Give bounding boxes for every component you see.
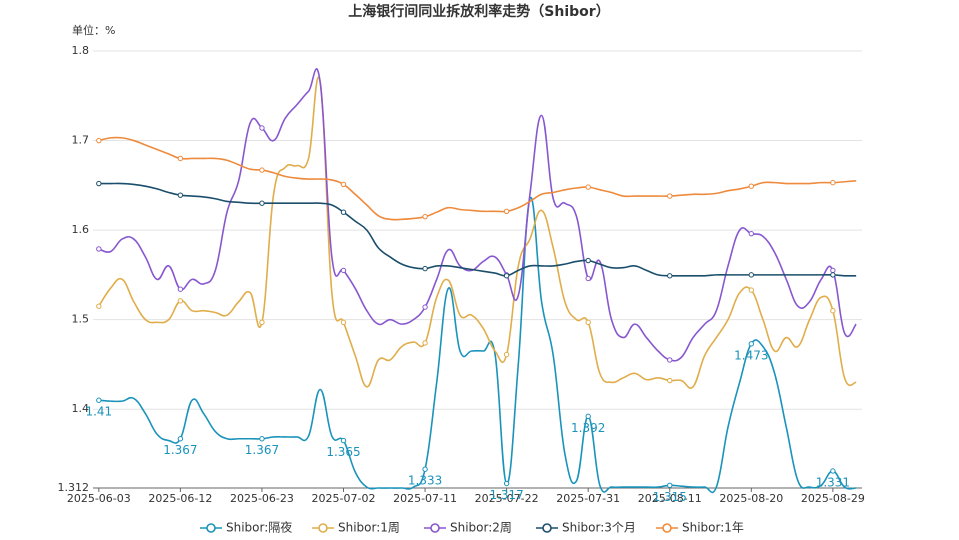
point-marker [748, 183, 755, 189]
point-marker [667, 357, 673, 363]
y-tick-label: 1.5 [72, 313, 90, 326]
x-tick-label: 2025-08-29 [801, 492, 865, 505]
y-tick-label: 1.8 [72, 44, 90, 57]
point-marker [503, 273, 510, 279]
x-tick-label: 2025-06-03 [67, 492, 131, 505]
point-marker [96, 137, 102, 144]
y-tick-label: 1.4 [72, 402, 90, 415]
series-line [98, 136, 857, 221]
point-marker [748, 341, 755, 347]
legend-icon [662, 523, 672, 533]
x-tick-label: 2025-07-11 [393, 492, 457, 505]
data-label: 1.41 [85, 405, 112, 419]
point-marker [259, 125, 265, 131]
legend-label: Shibor:2周 [450, 521, 512, 535]
point-marker [340, 209, 347, 215]
point-marker [585, 184, 591, 190]
point-marker [96, 303, 102, 309]
point-marker [259, 200, 265, 206]
x-tick-label: 2025-07-31 [556, 492, 620, 505]
point-marker [422, 466, 428, 472]
point-marker [259, 319, 265, 326]
series-line [98, 76, 857, 389]
legend-label: Shibor:3个月 [562, 521, 636, 535]
point-marker [503, 208, 510, 214]
data-label: 1.315 [653, 490, 687, 504]
point-marker [667, 193, 673, 199]
point-marker [748, 230, 755, 237]
legend-icon [430, 523, 440, 533]
point-marker [422, 340, 428, 346]
point-marker [259, 436, 265, 442]
x-tick-label: 2025-08-20 [719, 492, 783, 505]
point-marker [830, 272, 836, 278]
series-line [98, 182, 857, 277]
x-tick-label: 2025-07-22 [475, 492, 539, 505]
series-line [98, 68, 857, 362]
unit-label: 单位：% [72, 23, 115, 37]
point-marker [585, 413, 591, 420]
point-marker [830, 468, 836, 474]
point-marker [748, 287, 755, 293]
data-label: 1.331 [816, 475, 850, 489]
data-label: 1.333 [408, 474, 442, 488]
y-tick-label: 1.7 [72, 134, 90, 147]
point-marker [830, 179, 836, 186]
legend-label: Shibor:隔夜 [226, 520, 292, 535]
point-marker [503, 480, 510, 487]
point-marker [340, 437, 347, 444]
point-marker [667, 377, 673, 384]
point-marker [585, 275, 591, 282]
point-marker [177, 192, 184, 198]
x-tick-label: 2025-06-12 [148, 492, 212, 505]
point-marker [340, 181, 347, 188]
point-marker [177, 155, 184, 162]
data-label: 1.317 [489, 488, 523, 502]
point-marker [830, 267, 836, 274]
x-tick-label: 2025-08-11 [638, 492, 702, 505]
point-marker [830, 307, 836, 314]
legend-icon [542, 523, 552, 533]
point-marker [96, 180, 102, 187]
point-marker [96, 397, 102, 403]
point-marker [340, 319, 347, 326]
point-marker [748, 272, 755, 278]
point-marker [340, 267, 347, 274]
legend-label: Shibor:1年 [682, 521, 744, 535]
point-marker [422, 213, 428, 220]
point-marker [96, 246, 102, 252]
data-label: 1.367 [245, 443, 279, 457]
point-marker [585, 257, 591, 264]
point-marker [422, 304, 428, 310]
x-tick-label: 2025-07-02 [312, 492, 376, 505]
legend-label: Shibor:1周 [338, 521, 400, 535]
chart-title: 上海银行间同业拆放利率走势（Shibor） [348, 3, 609, 20]
data-label: 1.367 [163, 443, 197, 457]
point-marker [177, 286, 184, 292]
x-tick-label: 2025-06-23 [230, 492, 294, 505]
point-marker [667, 482, 673, 489]
point-marker [667, 273, 673, 279]
data-label: 1.473 [734, 348, 768, 362]
point-marker [259, 167, 265, 173]
point-marker [585, 319, 591, 326]
data-label: 1.365 [326, 445, 360, 459]
data-label: 1.392 [571, 421, 605, 435]
point-marker [177, 298, 184, 304]
series-line [98, 196, 857, 494]
point-marker [177, 436, 184, 442]
point-marker [503, 351, 510, 358]
legend-icon [318, 523, 328, 533]
point-marker [422, 265, 428, 272]
y-tick-label: 1.312 [58, 481, 90, 494]
legend-icon [206, 523, 216, 533]
y-tick-label: 1.6 [72, 223, 90, 236]
